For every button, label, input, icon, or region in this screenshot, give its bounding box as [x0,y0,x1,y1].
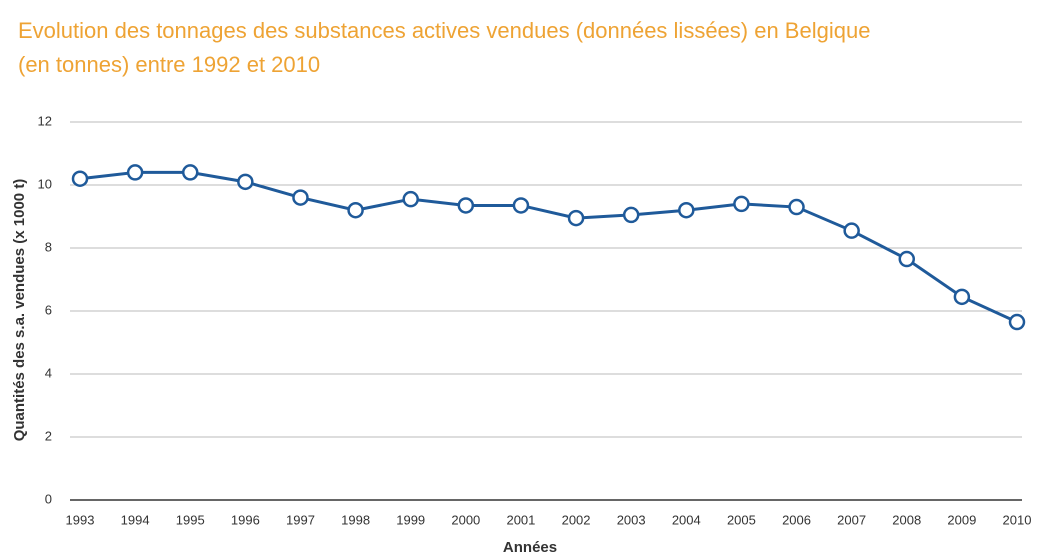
x-tick-label: 1996 [231,512,260,527]
point [126,164,144,181]
chart-title: (en tonnes) entre 1992 et 2010 [18,52,320,77]
point [678,201,695,219]
x-tick-label: 1995 [176,512,205,527]
x-tick-label: 1997 [286,512,315,527]
line [79,170,1018,324]
y-tick-label: 8 [45,239,52,254]
y-tick-label: 6 [45,302,52,317]
y-tick-label: 2 [45,428,52,443]
x-axis-label: Années [503,539,557,556]
point [622,206,640,224]
point [953,288,971,306]
point [71,170,89,187]
point [237,173,254,191]
x-tick-label: 1993 [66,512,95,527]
x-tick-label: 2008 [892,512,921,527]
point [733,195,750,213]
y-tick-label: 4 [45,365,52,380]
x-tick-label: 1994 [121,512,150,527]
point [1008,313,1026,331]
x-tick-label: 2010 [1003,512,1032,527]
point [788,198,805,216]
x-tick-label: 2000 [451,512,480,527]
x-tick-label: 2001 [506,512,535,527]
x-tick-label: 2005 [727,512,756,527]
x-tick-label: 2007 [837,512,866,527]
x-tick-label: 2003 [617,512,646,527]
x-tick-label: 2002 [562,512,591,527]
y-tick-label: 10 [38,176,52,191]
y-tick-label: 0 [45,491,52,506]
chart-title: Evolution des tonnages des substances ac… [18,18,870,43]
x-tick-label: 2006 [782,512,811,527]
x-tick-label: 2004 [672,512,701,527]
point [512,197,530,214]
x-tick-label: 1999 [396,512,425,527]
point [181,164,199,181]
point [292,189,309,206]
x-tick-label: 2009 [947,512,976,527]
point [898,250,916,268]
point [567,209,585,227]
point [402,190,419,208]
y-tick-label: 12 [38,113,52,128]
point [843,222,860,239]
y-axis-label: Quantités des s.a. vendues (x 1000 t) [11,179,28,442]
x-tick-label: 1998 [341,512,370,527]
point [347,201,364,219]
point [457,197,475,214]
